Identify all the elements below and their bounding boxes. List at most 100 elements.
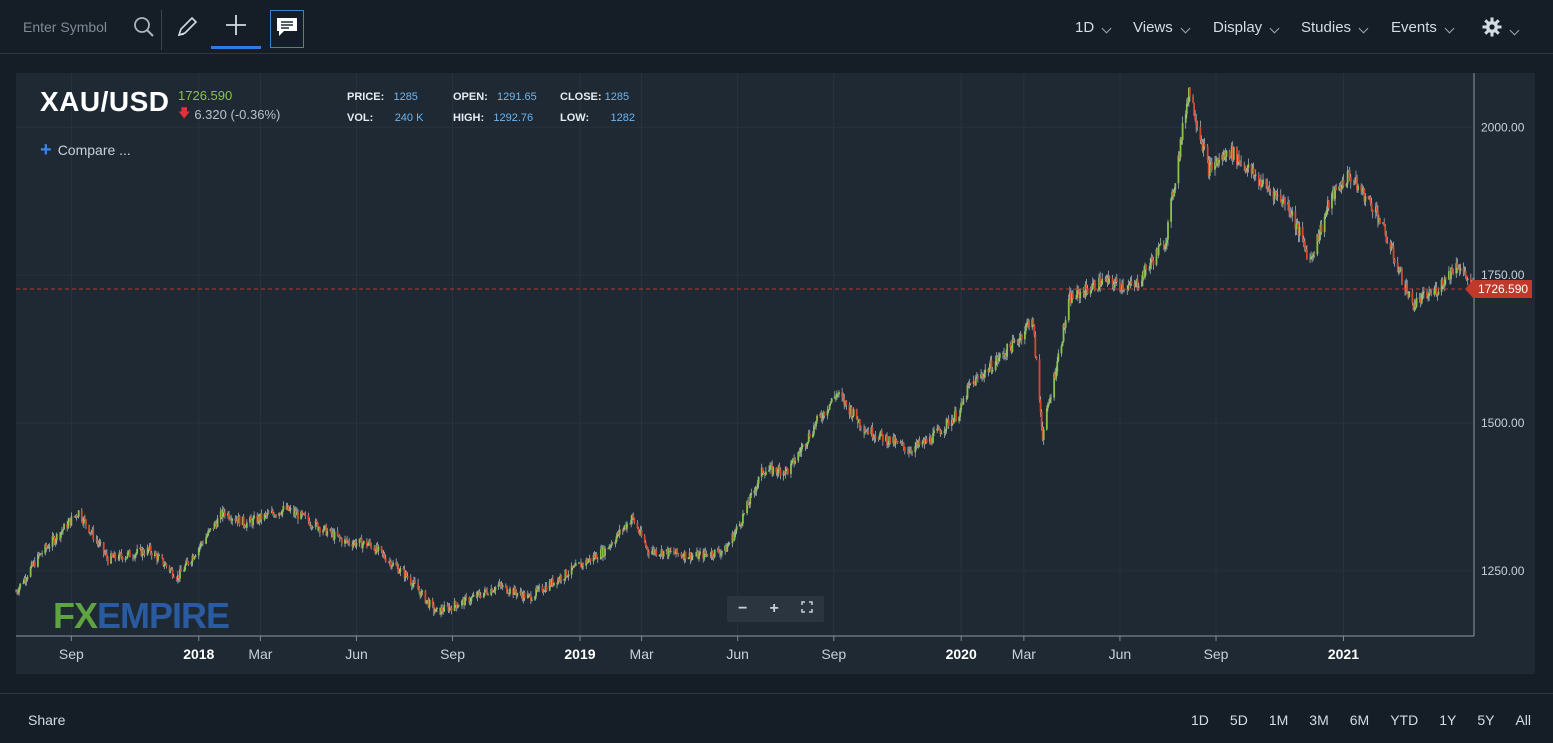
candle-body [414,580,416,584]
candle-body [1143,271,1145,278]
candle-body [1229,157,1232,158]
range-1d[interactable]: 1D [1191,712,1209,728]
menu-events[interactable]: Events [1391,19,1455,36]
candle-body [1466,278,1469,280]
menu-studies[interactable]: Studies [1301,19,1369,36]
candle-body [187,561,190,565]
candle-body [1130,281,1133,284]
menu-display[interactable]: Display [1213,19,1280,36]
info-panel-button[interactable] [270,10,304,48]
candle-body [1012,339,1015,342]
menu-periodicity[interactable]: 1D [1075,19,1112,36]
candle-body [866,430,869,432]
candle-body [860,426,862,429]
range-5d[interactable]: 5D [1229,712,1248,728]
search-icon[interactable] [133,16,155,43]
candle-body [258,515,261,522]
candle-body [586,559,589,563]
candle-body [1157,246,1160,256]
range-selector: 1D 5D 1M 3M 6M YTD 1Y 5Y All [1170,712,1531,728]
candle-body [497,584,500,587]
candle-body [485,588,487,591]
candle-body [1145,264,1147,270]
range-5y[interactable]: 5Y [1477,712,1495,728]
candle-body [238,515,241,526]
candle-body [940,432,943,435]
vol-label: VOL: [347,112,374,124]
range-all[interactable]: All [1515,712,1531,728]
candle-body [442,611,445,613]
candle-body [30,562,33,568]
fullscreen-icon[interactable] [801,600,813,618]
menu-views[interactable]: Views [1133,19,1191,36]
search-input[interactable] [14,19,114,35]
candle-body [932,433,934,444]
candle-body [242,516,245,526]
candle-body [1071,293,1073,304]
candle-body [52,536,55,538]
range-6m[interactable]: 6M [1349,712,1370,728]
candle-body [960,402,963,410]
candle-body [563,578,566,581]
candle-body [654,550,657,554]
candle-body [292,508,295,515]
candle-body [959,409,962,417]
ohlc-open: OPEN: 1291.65 [453,91,537,103]
chart-panel[interactable] [16,73,1535,674]
candle-body [537,587,540,590]
candle-body [478,592,481,596]
x-tick-label: Mar [248,646,272,662]
candle-body [1422,291,1425,293]
candle-body [369,541,371,544]
range-1m[interactable]: 1M [1268,712,1289,728]
candle-body [428,599,431,608]
candle-body [1340,188,1343,190]
candle-body [270,510,273,514]
candle-body [1207,159,1210,177]
candle-body [1304,246,1307,250]
zoom-in-icon[interactable]: + [769,600,779,617]
candle-body [922,439,925,442]
candle-body [1268,187,1271,191]
range-1y[interactable]: 1Y [1439,712,1457,728]
compare-button[interactable]: + Compare ... [40,140,131,160]
candle-body [1232,147,1235,160]
candle-body [230,519,233,521]
settings-menu[interactable] [1482,17,1520,41]
candle-body [264,513,267,515]
open-value: 1291.65 [497,91,537,103]
candle-body [816,415,818,422]
candle-body [951,419,954,424]
zoom-out-icon[interactable]: − [738,600,748,617]
candle-body [734,530,737,534]
candle-body [573,565,576,567]
candle-body [490,588,493,596]
candle-body [171,569,174,577]
candle-body [852,409,855,416]
candle-body [1257,174,1260,185]
crosshair-tool-button[interactable] [211,9,261,49]
range-3m[interactable]: 3M [1309,712,1329,728]
candle-body [249,517,251,523]
candle-body [955,411,957,421]
candle-body [1368,197,1371,199]
candle-body [733,533,736,540]
candle-body [81,520,84,524]
ohlc-vol: VOL: 240 K [347,112,423,124]
logo-fx: FX [53,595,98,636]
candle-body [103,552,106,554]
candle-body [695,555,697,557]
candle-body [1450,267,1452,280]
candle-body [463,599,465,606]
candle-body [1441,279,1444,286]
symbol-search[interactable] [14,10,154,44]
range-ytd[interactable]: YTD [1390,712,1419,728]
candle-body [1155,249,1158,265]
candle-body [352,543,355,547]
share-button[interactable]: Share [28,712,66,728]
draw-tool-button[interactable] [170,9,204,49]
candle-body [529,594,532,601]
candle-body [1449,271,1451,280]
candle-body [617,532,620,535]
